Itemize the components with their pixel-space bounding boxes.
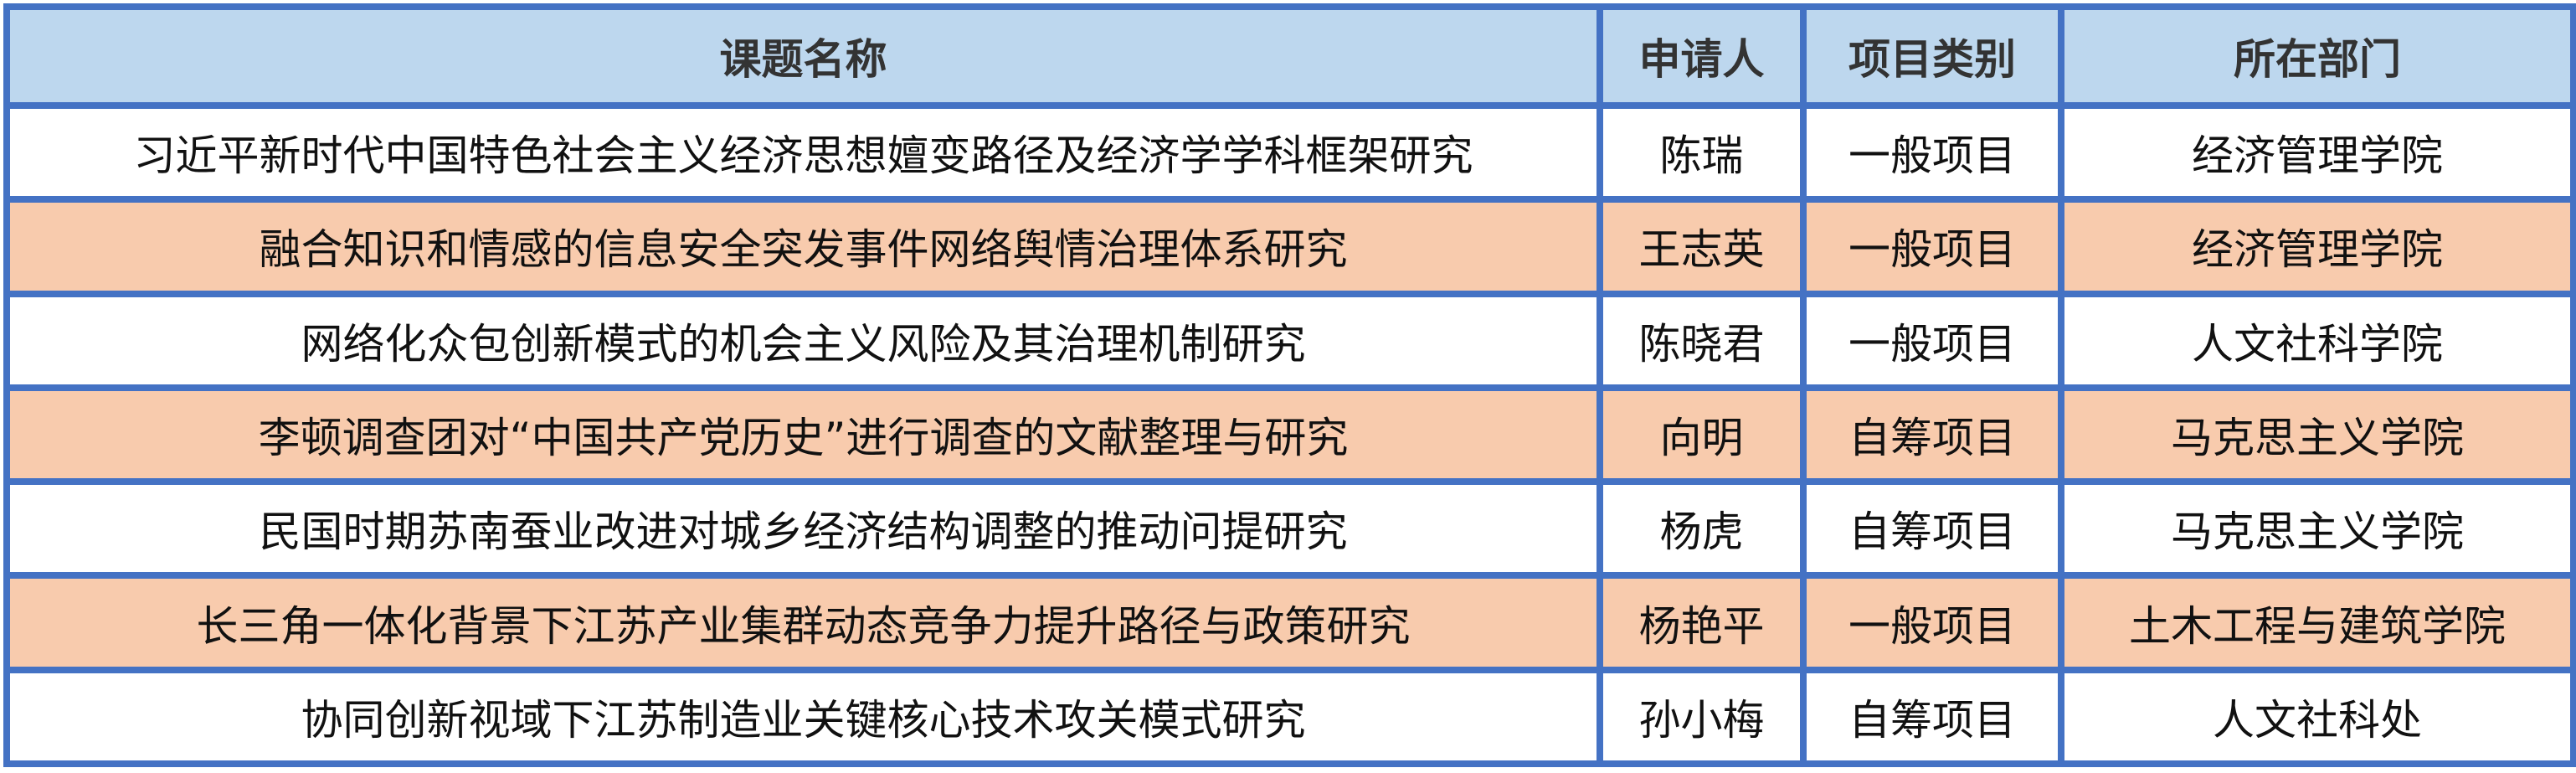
table-row: 习近平新时代中国特色社会主义经济思想嬗变路径及经济学学科框架研究 陈瑞 一般项目 经济…: [3, 101, 2576, 204]
header-applicant: 申请人: [1597, 3, 1807, 109]
cell-applicant: 王志英: [1597, 196, 1807, 297]
cell-applicant: 杨虎: [1597, 478, 1807, 580]
cell-title: 长三角一体化背景下江苏产业集群动态竞争力提升路径与政策研究: [3, 572, 1603, 673]
cell-category: 一般项目: [1800, 196, 2064, 297]
cell-applicant: 杨艳平: [1597, 572, 1807, 673]
cell-applicant: 向明: [1597, 384, 1807, 486]
cell-title: 融合知识和情感的信息安全突发事件网络舆情治理体系研究: [3, 196, 1603, 297]
cell-department: 经济管理学院: [2058, 196, 2576, 297]
cell-category: 自筹项目: [1800, 478, 2064, 580]
table-row: 协同创新视域下江苏制造业关键核心技术攻关模式研究 孙小梅 自筹项目 人文社科处: [3, 666, 2576, 768]
cell-applicant: 孙小梅: [1597, 666, 1807, 768]
table-row: 民国时期苏南蚕业改进对城乡经济结构调整的推动问提研究 杨虎 自筹项目 马克思主义学院: [3, 478, 2576, 580]
cell-applicant: 陈晓君: [1597, 290, 1807, 391]
table-row: 李顿调查团对“中国共产党历史”进行调查的文献整理与研究 向明 自筹项目 马克思主义学院: [3, 384, 2576, 486]
cell-category: 自筹项目: [1800, 666, 2064, 768]
table-row: 长三角一体化背景下江苏产业集群动态竞争力提升路径与政策研究 杨艳平 一般项目 土木工程…: [3, 572, 2576, 673]
cell-department: 马克思主义学院: [2058, 384, 2576, 486]
cell-department: 人文社科学院: [2058, 290, 2576, 391]
cell-department: 土木工程与建筑学院: [2058, 572, 2576, 673]
header-row: 课题名称 申请人 项目类别 所在部门: [3, 3, 2576, 109]
cell-category: 一般项目: [1800, 572, 2064, 673]
cell-department: 马克思主义学院: [2058, 478, 2576, 580]
cell-title: 协同创新视域下江苏制造业关键核心技术攻关模式研究: [3, 666, 1603, 768]
cell-title: 习近平新时代中国特色社会主义经济思想嬗变路径及经济学学科框架研究: [3, 101, 1603, 204]
header-department: 所在部门: [2058, 3, 2576, 109]
header-category: 项目类别: [1800, 3, 2064, 109]
cell-title: 民国时期苏南蚕业改进对城乡经济结构调整的推动问提研究: [3, 478, 1603, 580]
table-row: 网络化众包创新模式的机会主义风险及其治理机制研究 陈晓君 一般项目 人文社科学院: [3, 290, 2576, 391]
cell-title: 李顿调查团对“中国共产党历史”进行调查的文献整理与研究: [3, 384, 1603, 486]
cell-department: 人文社科处: [2058, 666, 2576, 768]
project-table: 课题名称 申请人 项目类别 所在部门 习近平新时代中国特色社会主义经济思想嬗变路…: [3, 3, 2576, 768]
cell-department: 经济管理学院: [2058, 101, 2576, 204]
cell-applicant: 陈瑞: [1597, 101, 1807, 204]
cell-category: 一般项目: [1800, 101, 2064, 204]
cell-category: 一般项目: [1800, 290, 2064, 391]
table-row: 融合知识和情感的信息安全突发事件网络舆情治理体系研究 王志英 一般项目 经济管理学院: [3, 196, 2576, 297]
cell-title: 网络化众包创新模式的机会主义风险及其治理机制研究: [3, 290, 1603, 391]
cell-category: 自筹项目: [1800, 384, 2064, 486]
header-title: 课题名称: [3, 3, 1603, 109]
